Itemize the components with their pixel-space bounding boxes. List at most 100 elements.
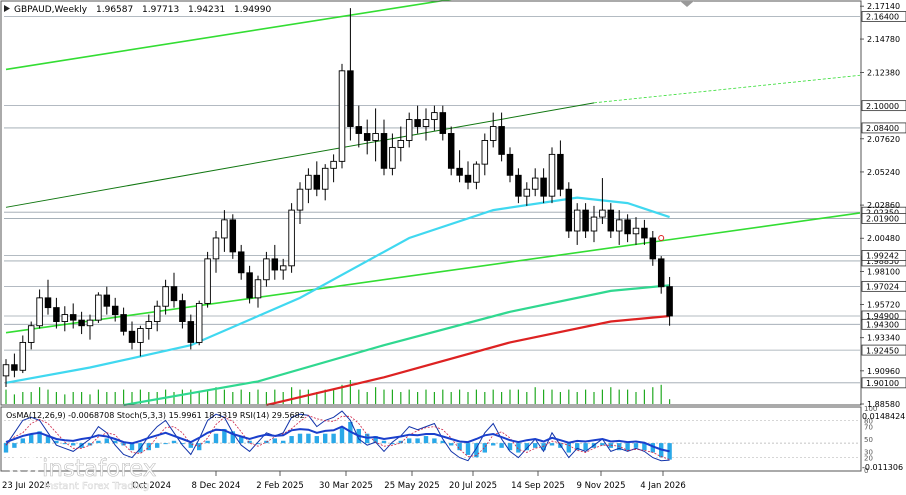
osc-level-label-3: 50 bbox=[864, 436, 873, 444]
volume-bar-53 bbox=[450, 392, 452, 404]
time-tick-label-6: 9 Nov 2025 bbox=[576, 481, 625, 491]
volume-bar-56 bbox=[475, 389, 477, 404]
level-label-11: 1.90100 bbox=[866, 379, 899, 388]
volume-bar-3 bbox=[30, 392, 32, 404]
candle-body-57 bbox=[481, 140, 489, 165]
candle-body-28 bbox=[237, 251, 245, 274]
volume-bar-59 bbox=[501, 392, 503, 404]
osma-bar-51 bbox=[432, 438, 437, 444]
candle-body-35 bbox=[296, 188, 304, 211]
price-tick-label-10: 1.90960 bbox=[867, 367, 900, 376]
candle-body-6 bbox=[53, 307, 60, 322]
candle-body-19 bbox=[162, 286, 169, 307]
osma-bar-68 bbox=[575, 443, 580, 451]
osc-level-label-5: 20 bbox=[864, 455, 873, 463]
candle-body-26 bbox=[221, 219, 228, 239]
brand-logo-icon-inner bbox=[16, 460, 32, 476]
time-tick-label-4: 20 Jul 2025 bbox=[449, 481, 497, 491]
osma-bar-30 bbox=[255, 443, 261, 445]
candle-body-17 bbox=[145, 321, 153, 329]
candle-body-62 bbox=[523, 188, 531, 197]
price-tick-label-0: 2.17140 bbox=[867, 2, 900, 11]
candle-body-77 bbox=[649, 237, 657, 260]
volume-bar-61 bbox=[517, 389, 519, 404]
volume-bar-58 bbox=[492, 389, 494, 404]
volume-bar-15 bbox=[131, 392, 133, 404]
candle-body-9 bbox=[78, 319, 85, 327]
osma-bar-21 bbox=[180, 443, 185, 445]
candle-body-20 bbox=[170, 286, 178, 302]
candle-body-71 bbox=[599, 209, 606, 218]
osma-bar-33 bbox=[281, 440, 286, 444]
osma-bar-64 bbox=[541, 443, 546, 451]
volume-bar-38 bbox=[324, 389, 326, 404]
osma-bar-50 bbox=[423, 436, 429, 444]
moving-averages bbox=[5, 196, 670, 407]
title-arrow-icon bbox=[4, 5, 10, 12]
volume-bar-12 bbox=[106, 392, 108, 404]
volume-bar-64 bbox=[543, 389, 545, 404]
osma-bar-10 bbox=[87, 443, 93, 446]
stoch-signal-line bbox=[5, 415, 670, 460]
price-tick-label-6: 2.00480 bbox=[867, 234, 900, 243]
osma-bar-17 bbox=[146, 443, 151, 451]
candle-body-21 bbox=[179, 300, 186, 322]
volume-bar-73 bbox=[618, 389, 620, 404]
osma-bar-65 bbox=[549, 443, 555, 446]
candle-body-14 bbox=[120, 314, 127, 332]
osma-bar-55 bbox=[465, 443, 471, 455]
osma-bar-11 bbox=[96, 440, 101, 444]
candle-body-12 bbox=[103, 294, 111, 307]
volume-bar-49 bbox=[417, 392, 419, 404]
price-tick-label-1: 2.14780 bbox=[867, 35, 900, 44]
osma-bar-36 bbox=[306, 433, 311, 444]
osma-bar-4 bbox=[37, 431, 42, 444]
osma-bar-74 bbox=[625, 443, 630, 451]
volume-bar-69 bbox=[585, 389, 587, 404]
osma-bar-24 bbox=[205, 440, 210, 444]
candle-body-49 bbox=[414, 119, 421, 127]
ohlc-low: 1.94231 bbox=[188, 5, 225, 15]
candle-body-54 bbox=[456, 167, 463, 176]
volume-bar-46 bbox=[391, 389, 393, 404]
volume-bar-27 bbox=[232, 392, 234, 404]
level-tag-7 bbox=[861, 280, 906, 292]
candle-body-30 bbox=[254, 279, 262, 299]
candle-body-22 bbox=[187, 321, 195, 343]
time-tick-label-7: 4 Jan 2026 bbox=[640, 481, 686, 491]
volume-bar-36 bbox=[307, 389, 309, 404]
volume-bar-47 bbox=[400, 392, 402, 404]
osma-bar-20 bbox=[171, 440, 177, 444]
osc-level-label-2: 70 bbox=[864, 424, 873, 432]
volume-bar-14 bbox=[123, 389, 125, 404]
volume-bar-23 bbox=[198, 392, 200, 404]
candle-body-3 bbox=[27, 325, 35, 343]
candle-body-25 bbox=[212, 237, 220, 260]
volume-bar-62 bbox=[526, 392, 528, 404]
osma-bar-15 bbox=[129, 443, 135, 451]
volume-bar-39 bbox=[333, 389, 335, 404]
osma-bar-62 bbox=[524, 443, 529, 451]
volume-bar-42 bbox=[358, 389, 360, 404]
level-tag-1 bbox=[861, 100, 906, 112]
osma-bar-29 bbox=[247, 440, 252, 444]
volume-bar-4 bbox=[39, 387, 41, 404]
osma-bar-28 bbox=[239, 436, 244, 444]
level-tag-6 bbox=[861, 250, 906, 261]
candle-body-79 bbox=[666, 286, 673, 317]
trend-line-1 bbox=[5, 212, 861, 334]
level-tag-11 bbox=[861, 377, 906, 389]
brand-logo: instaforex Instant Forex Trading bbox=[9, 453, 157, 492]
volume-bar-16 bbox=[139, 389, 141, 404]
candle-body-23 bbox=[195, 302, 203, 343]
osc-level-label-6: 0 bbox=[864, 467, 868, 475]
candle-body-32 bbox=[271, 258, 279, 271]
osma-bar-44 bbox=[373, 436, 378, 444]
candle-body-8 bbox=[69, 314, 77, 321]
volume-bar-32 bbox=[274, 389, 276, 404]
candle-body-61 bbox=[515, 174, 522, 197]
ma-fast-line bbox=[5, 196, 670, 384]
